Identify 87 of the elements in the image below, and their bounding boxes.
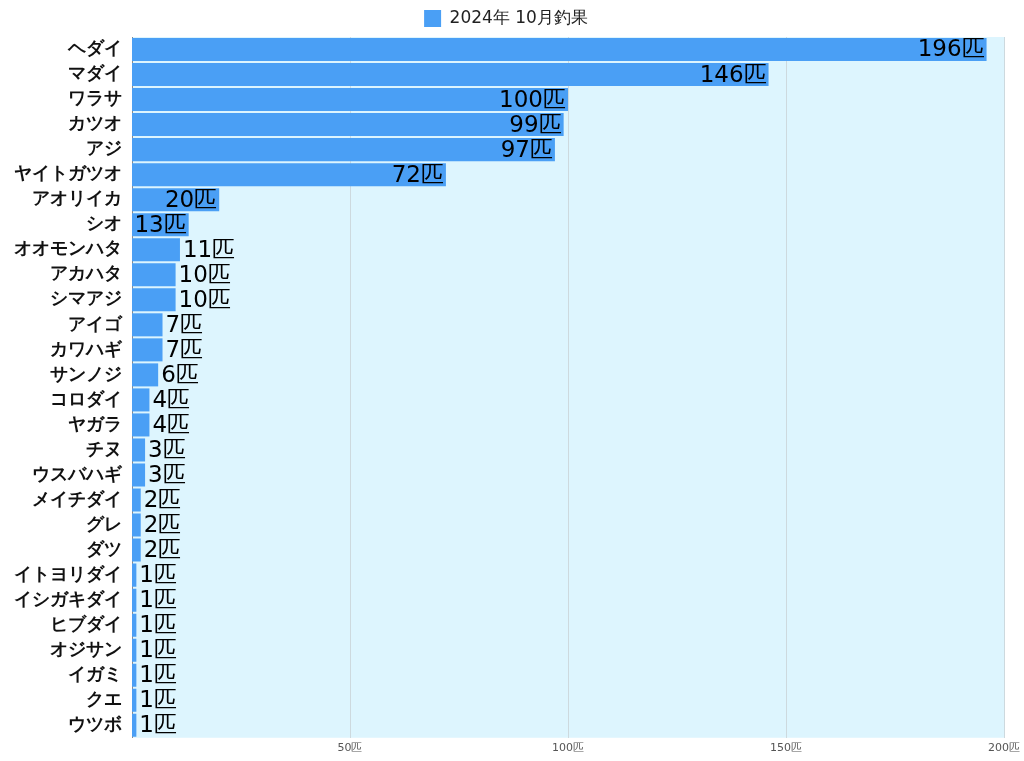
bar [132,38,987,62]
data-label: 196匹 [917,35,985,62]
data-label: 10匹 [178,260,231,287]
bar [132,363,159,387]
y-tick-label: ヒブダイ [50,612,122,634]
data-label: 6匹 [161,360,199,387]
data-label: 7匹 [165,335,204,362]
data-label: 97匹 [500,135,553,162]
y-tick-label: イシガキダイ [14,587,122,609]
y-tick-label: コロダイ [50,387,122,409]
y-tick-label: アオリイカ [32,187,122,209]
y-tick-label: イガミ [68,662,122,684]
data-label: 2匹 [143,536,182,563]
y-tick-label: アカハタ [50,262,122,284]
bar [132,488,141,512]
data-label: 1匹 [139,561,177,588]
bar [132,538,141,562]
y-tick-label: アジ [86,137,122,159]
bar [132,63,769,87]
bar [132,313,163,337]
y-tick-label: カワハギ [50,337,123,359]
y-tick-label: サンノジ [50,362,122,384]
data-label: 3匹 [148,460,186,487]
y-tick-label: オオモンハタ [14,237,122,259]
data-label: 13匹 [134,210,187,237]
bar [132,288,176,312]
bar [132,238,180,262]
bar [132,388,150,412]
bar [132,638,137,662]
bar [132,163,446,187]
y-tick-label: シマアジ [50,287,122,309]
y-tick-label: ヤガラ [68,412,122,434]
bar [132,513,141,537]
y-tick-label: シオ [86,212,122,234]
bar [132,338,163,362]
data-label: 1匹 [139,686,177,713]
y-tick-label: グレ [86,512,122,534]
y-tick-label: メイチダイ [32,487,122,509]
y-tick-label: オジサン [50,637,122,659]
data-label: 2匹 [143,486,182,512]
data-label: 1匹 [139,611,177,638]
data-label: 72匹 [391,160,444,187]
bar [132,138,555,162]
bar [132,263,176,287]
y-tick-label: ヘダイ [67,37,122,59]
bar [132,613,137,637]
y-tick-label: アイゴ [68,312,123,334]
bar [132,713,137,737]
x-tick-label: 100匹 [552,741,584,755]
y-tick-label: イトヨリダイ [14,562,122,584]
y-tick-label: ヤイトガツオ [14,162,122,184]
x-tick-label: 200匹 [988,741,1020,755]
bar [132,563,137,587]
bar [132,663,137,687]
bar [132,588,137,612]
bar [132,688,137,712]
y-tick-label: ウツボ [68,712,122,734]
y-tick-label: ウスバハギ [32,462,123,484]
x-tick-label: 50匹 [337,741,363,755]
y-tick-label: チヌ [86,437,122,459]
data-label: 1匹 [139,711,177,738]
data-label: 20匹 [164,185,218,212]
data-label: 7匹 [165,310,204,337]
y-tick-label: ワラサ [68,87,122,109]
data-label: 146匹 [699,60,767,87]
data-label: 11匹 [182,235,236,262]
bar [132,463,146,487]
y-tick-label: クエ [86,687,122,709]
data-label: 3匹 [148,435,186,462]
bar [132,113,564,137]
data-label: 2匹 [143,511,182,538]
data-label: 1匹 [139,661,177,688]
data-label: 100匹 [499,85,566,112]
y-tick-label: カツオ [68,112,122,134]
data-label: 4匹 [152,410,191,437]
x-tick-label: 150匹 [770,741,802,755]
bar [132,88,568,112]
data-label: 1匹 [139,586,177,613]
data-label: 4匹 [152,385,191,412]
y-tick-label: マダイ [68,62,122,84]
data-label: 1匹 [139,636,177,663]
data-label: 99匹 [509,110,562,137]
data-label: 10匹 [178,285,231,312]
bar [132,413,150,437]
bar [132,438,146,462]
legend-label: 2024年 10月釣果 [449,6,588,27]
y-tick-label: ダツ [86,537,122,559]
